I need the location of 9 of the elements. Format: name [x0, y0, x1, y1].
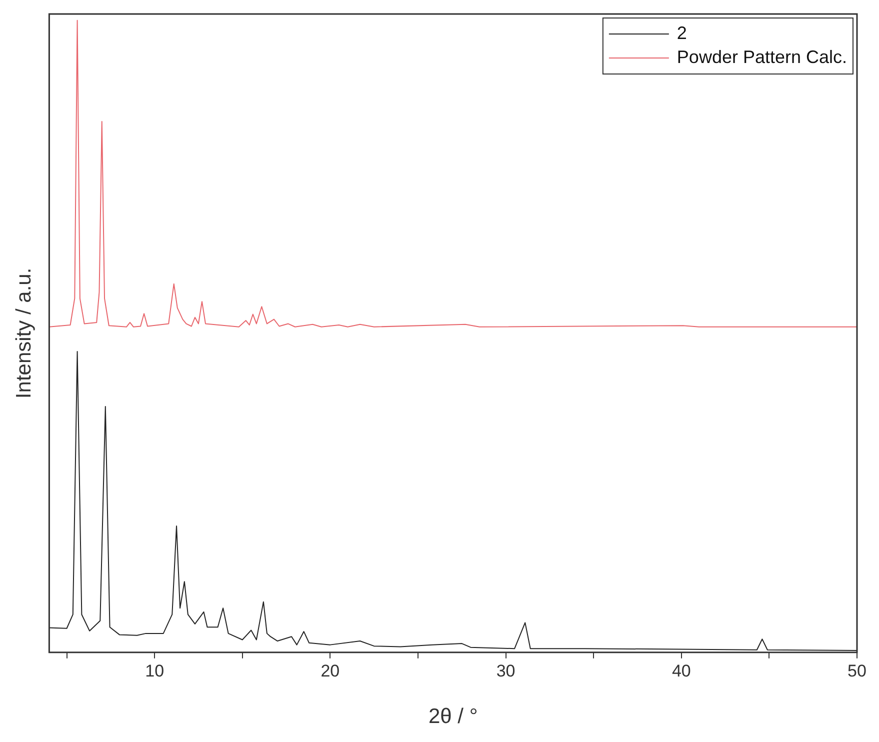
x-tick-label: 50 — [848, 661, 866, 680]
legend-label: Powder Pattern Calc. — [676, 46, 847, 67]
x-tick-label: 10 — [145, 661, 164, 680]
y-axis-title: Intensity / a.u. — [12, 268, 36, 399]
x-tick-label: 20 — [320, 661, 340, 680]
legend-label: 2 — [676, 22, 687, 43]
x-tick-label: 30 — [496, 661, 516, 680]
x-axis-title: 2θ / ° — [428, 705, 478, 728]
x-tick-label: 40 — [672, 661, 691, 680]
